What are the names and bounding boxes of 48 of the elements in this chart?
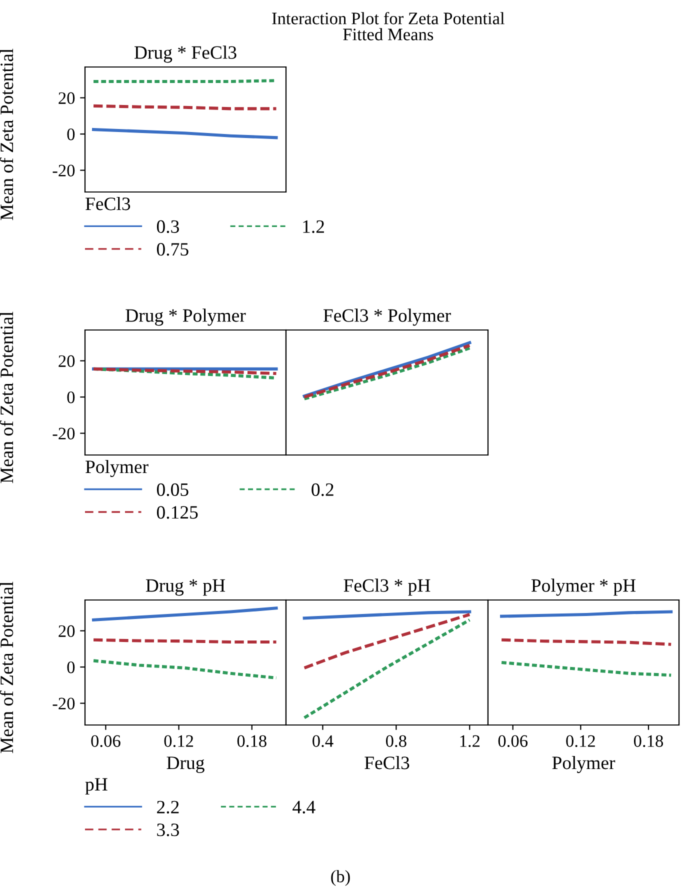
y-tick-label: 0 [67,392,75,404]
x-axis-title: FeCl3 [364,756,410,770]
chart-title: FeCl3 * pH [344,578,430,596]
y-tick-label: -20 [52,428,75,440]
x-axis-title: Drug [166,756,204,774]
line-series [92,606,278,622]
text: Fitted Means [343,28,434,40]
y-tick-label: 0 [67,128,75,140]
legend-label: 0.3 [156,220,179,234]
legend-label: 3.3 [157,824,179,836]
y-tick-label: -20 [52,698,75,710]
x-tick-label: 0.18 [634,735,664,748]
x-tick-label: 0.06 [91,735,120,748]
y-tick-label: -20 [52,164,75,176]
line-series [92,659,278,680]
y-tick-label: 20 [58,625,75,637]
y-axis-title: Mean of Zeta Potential [0,48,14,220]
legend-label: 4.4 [292,800,316,814]
legend-label: 0.2 [312,483,334,496]
legend-label: 0.75 [156,243,188,256]
x-tick-label: 0.8 [386,735,406,748]
chart-title: Drug * pH [146,579,226,596]
y-tick-label: 0 [67,662,75,674]
chart-title: Drug * FeCl3 [134,46,236,63]
legend-label: 1.2 [303,220,324,234]
y-axis-title: Mean of Zeta Potential [0,312,14,484]
legend-title: pH [85,778,108,795]
x-tick-label: 1.2 [460,735,480,748]
legend-label: 0.05 [156,483,188,496]
legend-label: 0.125 [156,506,198,519]
legend-title: Polymer [86,460,148,478]
line-series [92,128,278,140]
x-tick-label: 0.12 [566,735,595,748]
x-tick-label: 0.18 [237,735,266,748]
text: (b) [331,870,350,886]
chart-title: FeCl3 * Polymer [323,308,451,326]
legend-title: FeCl3 [86,197,130,210]
y-tick-label: 20 [58,92,75,104]
y-tick-label: 20 [58,355,75,367]
y-axis-title: Mean of Zeta Potential [0,582,14,754]
legend-label: 2.2 [157,800,179,814]
x-tick-label: 0.12 [164,735,194,748]
chart-title: Polymer * pH [531,578,636,596]
x-tick-label: 0.4 [312,735,334,748]
x-tick-label: 0.06 [498,735,528,748]
x-axis-title: Polymer [552,756,616,774]
text: Interaction Plot for Zeta Potential [272,12,504,24]
chart-title: Drug * Polymer [126,308,246,326]
